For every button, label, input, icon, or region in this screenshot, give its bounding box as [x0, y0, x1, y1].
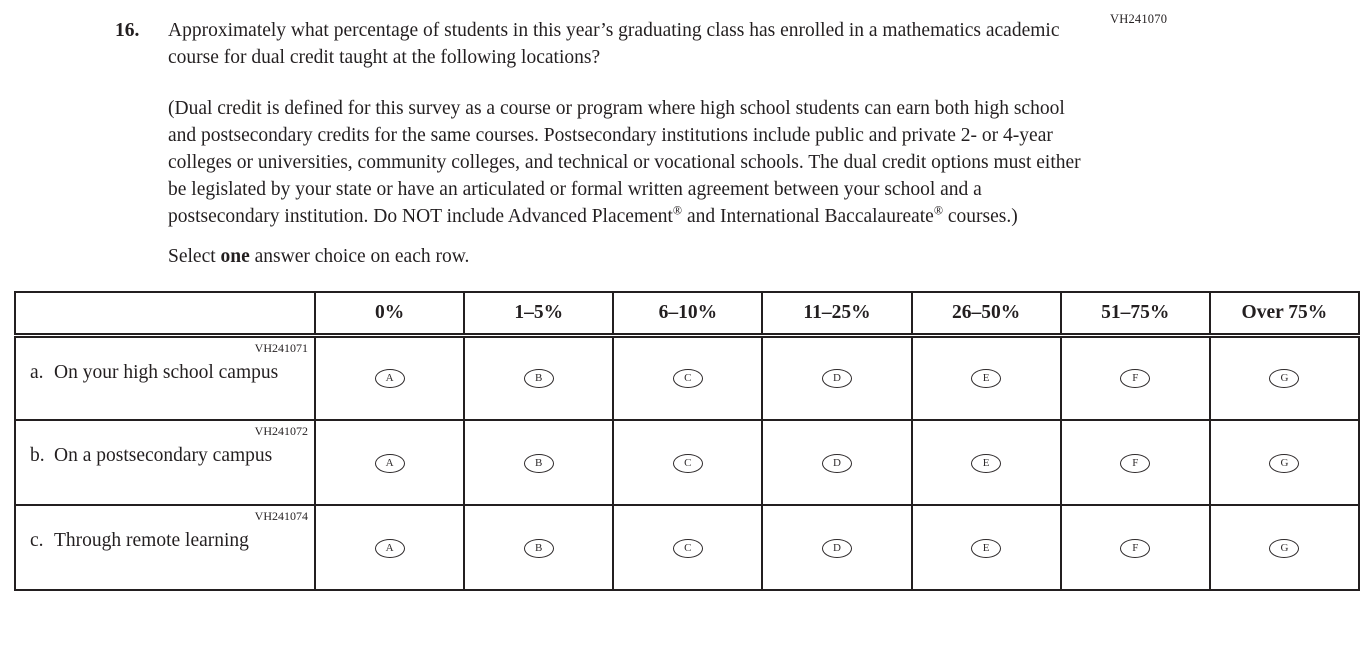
row-letter-c: c.: [30, 530, 44, 551]
answer-bubble-b-F[interactable]: F: [1120, 453, 1151, 473]
option-cell-b-1: B: [463, 419, 615, 506]
question-number: 16.: [115, 20, 140, 41]
option-cell-b-0: A: [313, 419, 466, 506]
select-instruction-prefix: Select: [168, 246, 221, 267]
definition-text-1: (Dual credit is defined for this survey …: [168, 98, 1081, 227]
answer-bubble-b-D[interactable]: D: [821, 453, 852, 473]
answer-bubble-a-A[interactable]: A: [374, 369, 405, 389]
row-letter-a: a.: [30, 361, 44, 383]
answer-grid-table: 0% 1–5% 6–10% 11–25% 26–50% 51–75% Over …: [14, 291, 1361, 591]
form-code: VH241070: [1110, 12, 1168, 26]
answer-bubble-b-E[interactable]: E: [971, 453, 1002, 473]
row-label-cell-b: VH241072 b. On a postsecondary campus: [14, 419, 316, 506]
answer-bubble-a-F[interactable]: F: [1120, 369, 1151, 389]
option-cell-c-3: D: [761, 504, 913, 591]
column-header-26-50pct: 26–50%: [910, 291, 1062, 338]
option-cell-a-3: D: [761, 334, 913, 421]
registered-mark-icon: ®: [672, 203, 683, 218]
row-code-c: VH241074: [254, 509, 308, 523]
answer-bubble-a-G[interactable]: G: [1269, 369, 1300, 389]
answer-bubble-c-G[interactable]: G: [1269, 538, 1300, 558]
select-instruction-suffix: answer choice on each row.: [249, 246, 470, 267]
header-row: 0% 1–5% 6–10% 11–25% 26–50% 51–75% Over …: [14, 291, 1361, 338]
option-cell-c-6: G: [1208, 504, 1361, 591]
row-code-a: VH241071: [254, 340, 308, 355]
column-header-1-5pct: 1–5%: [463, 291, 615, 338]
option-cell-b-4: E: [910, 419, 1062, 506]
row-label-cell-a: VH241071 a. On your high school campus: [14, 334, 316, 421]
column-header-0pct: 0%: [313, 291, 466, 338]
column-header-11-25pct: 11–25%: [761, 291, 913, 338]
answer-bubble-c-A[interactable]: A: [374, 538, 405, 558]
answer-bubble-b-A[interactable]: A: [374, 453, 405, 473]
answer-bubble-b-G[interactable]: G: [1269, 453, 1300, 473]
row-label-c: Through remote learning: [54, 530, 249, 551]
option-cell-b-2: C: [612, 419, 764, 506]
option-cell-a-5: F: [1059, 334, 1211, 421]
table-row-c: VH241074 c. Through remote learning A B …: [14, 504, 1361, 591]
select-instruction: Select one answer choice on each row.: [168, 243, 1100, 270]
select-instruction-one: one: [220, 246, 250, 267]
answer-bubble-a-B[interactable]: B: [523, 369, 554, 389]
answer-bubble-c-D[interactable]: D: [821, 538, 852, 558]
option-cell-a-1: B: [463, 334, 615, 421]
option-cell-a-6: G: [1208, 334, 1361, 421]
answer-bubble-c-F[interactable]: F: [1120, 538, 1151, 558]
question-block: 16. Approximately what percentage of stu…: [0, 0, 1100, 270]
option-cell-a-2: C: [612, 334, 764, 421]
row-label-cell-c: VH241074 c. Through remote learning: [14, 504, 316, 591]
option-cell-c-1: B: [463, 504, 615, 591]
option-cell-c-2: C: [612, 504, 764, 591]
row-code-b: VH241072: [254, 424, 308, 438]
column-header-51-75pct: 51–75%: [1059, 291, 1211, 338]
answer-bubble-a-E[interactable]: E: [971, 369, 1002, 389]
option-cell-c-5: F: [1059, 504, 1211, 591]
option-cell-b-6: G: [1208, 419, 1361, 506]
dual-credit-definition: (Dual credit is defined for this survey …: [168, 95, 1083, 230]
definition-text-2: and International Baccalaureate: [682, 206, 934, 227]
table-row-a: VH241071 a. On your high school campus A…: [14, 334, 1361, 421]
option-cell-a-0: A: [313, 334, 466, 421]
option-cell-b-3: D: [761, 419, 913, 506]
answer-bubble-b-B[interactable]: B: [523, 453, 554, 473]
answer-bubble-c-C[interactable]: C: [672, 538, 703, 558]
column-header-6-10pct: 6–10%: [612, 291, 764, 338]
option-cell-c-4: E: [910, 504, 1062, 591]
row-letter-b: b.: [30, 445, 45, 466]
answer-bubble-a-C[interactable]: C: [672, 369, 703, 389]
answer-bubble-a-D[interactable]: D: [821, 369, 852, 389]
row-label-a: On your high school campus: [54, 361, 279, 383]
answer-bubble-c-E[interactable]: E: [971, 538, 1002, 558]
question-text: Approximately what percentage of student…: [168, 20, 1060, 68]
option-cell-b-5: F: [1059, 419, 1211, 506]
registered-mark-icon: ®: [933, 203, 944, 218]
table-row-b: VH241072 b. On a postsecondary campus A …: [14, 419, 1361, 506]
header-empty-cell: [14, 291, 316, 338]
answer-bubble-b-C[interactable]: C: [672, 453, 703, 473]
option-cell-a-4: E: [910, 334, 1062, 421]
column-header-over-75pct: Over 75%: [1208, 291, 1361, 338]
row-label-b: On a postsecondary campus: [54, 445, 273, 466]
definition-text-3: courses.): [943, 206, 1018, 227]
option-cell-c-0: A: [313, 504, 466, 591]
answer-bubble-c-B[interactable]: B: [523, 538, 554, 558]
